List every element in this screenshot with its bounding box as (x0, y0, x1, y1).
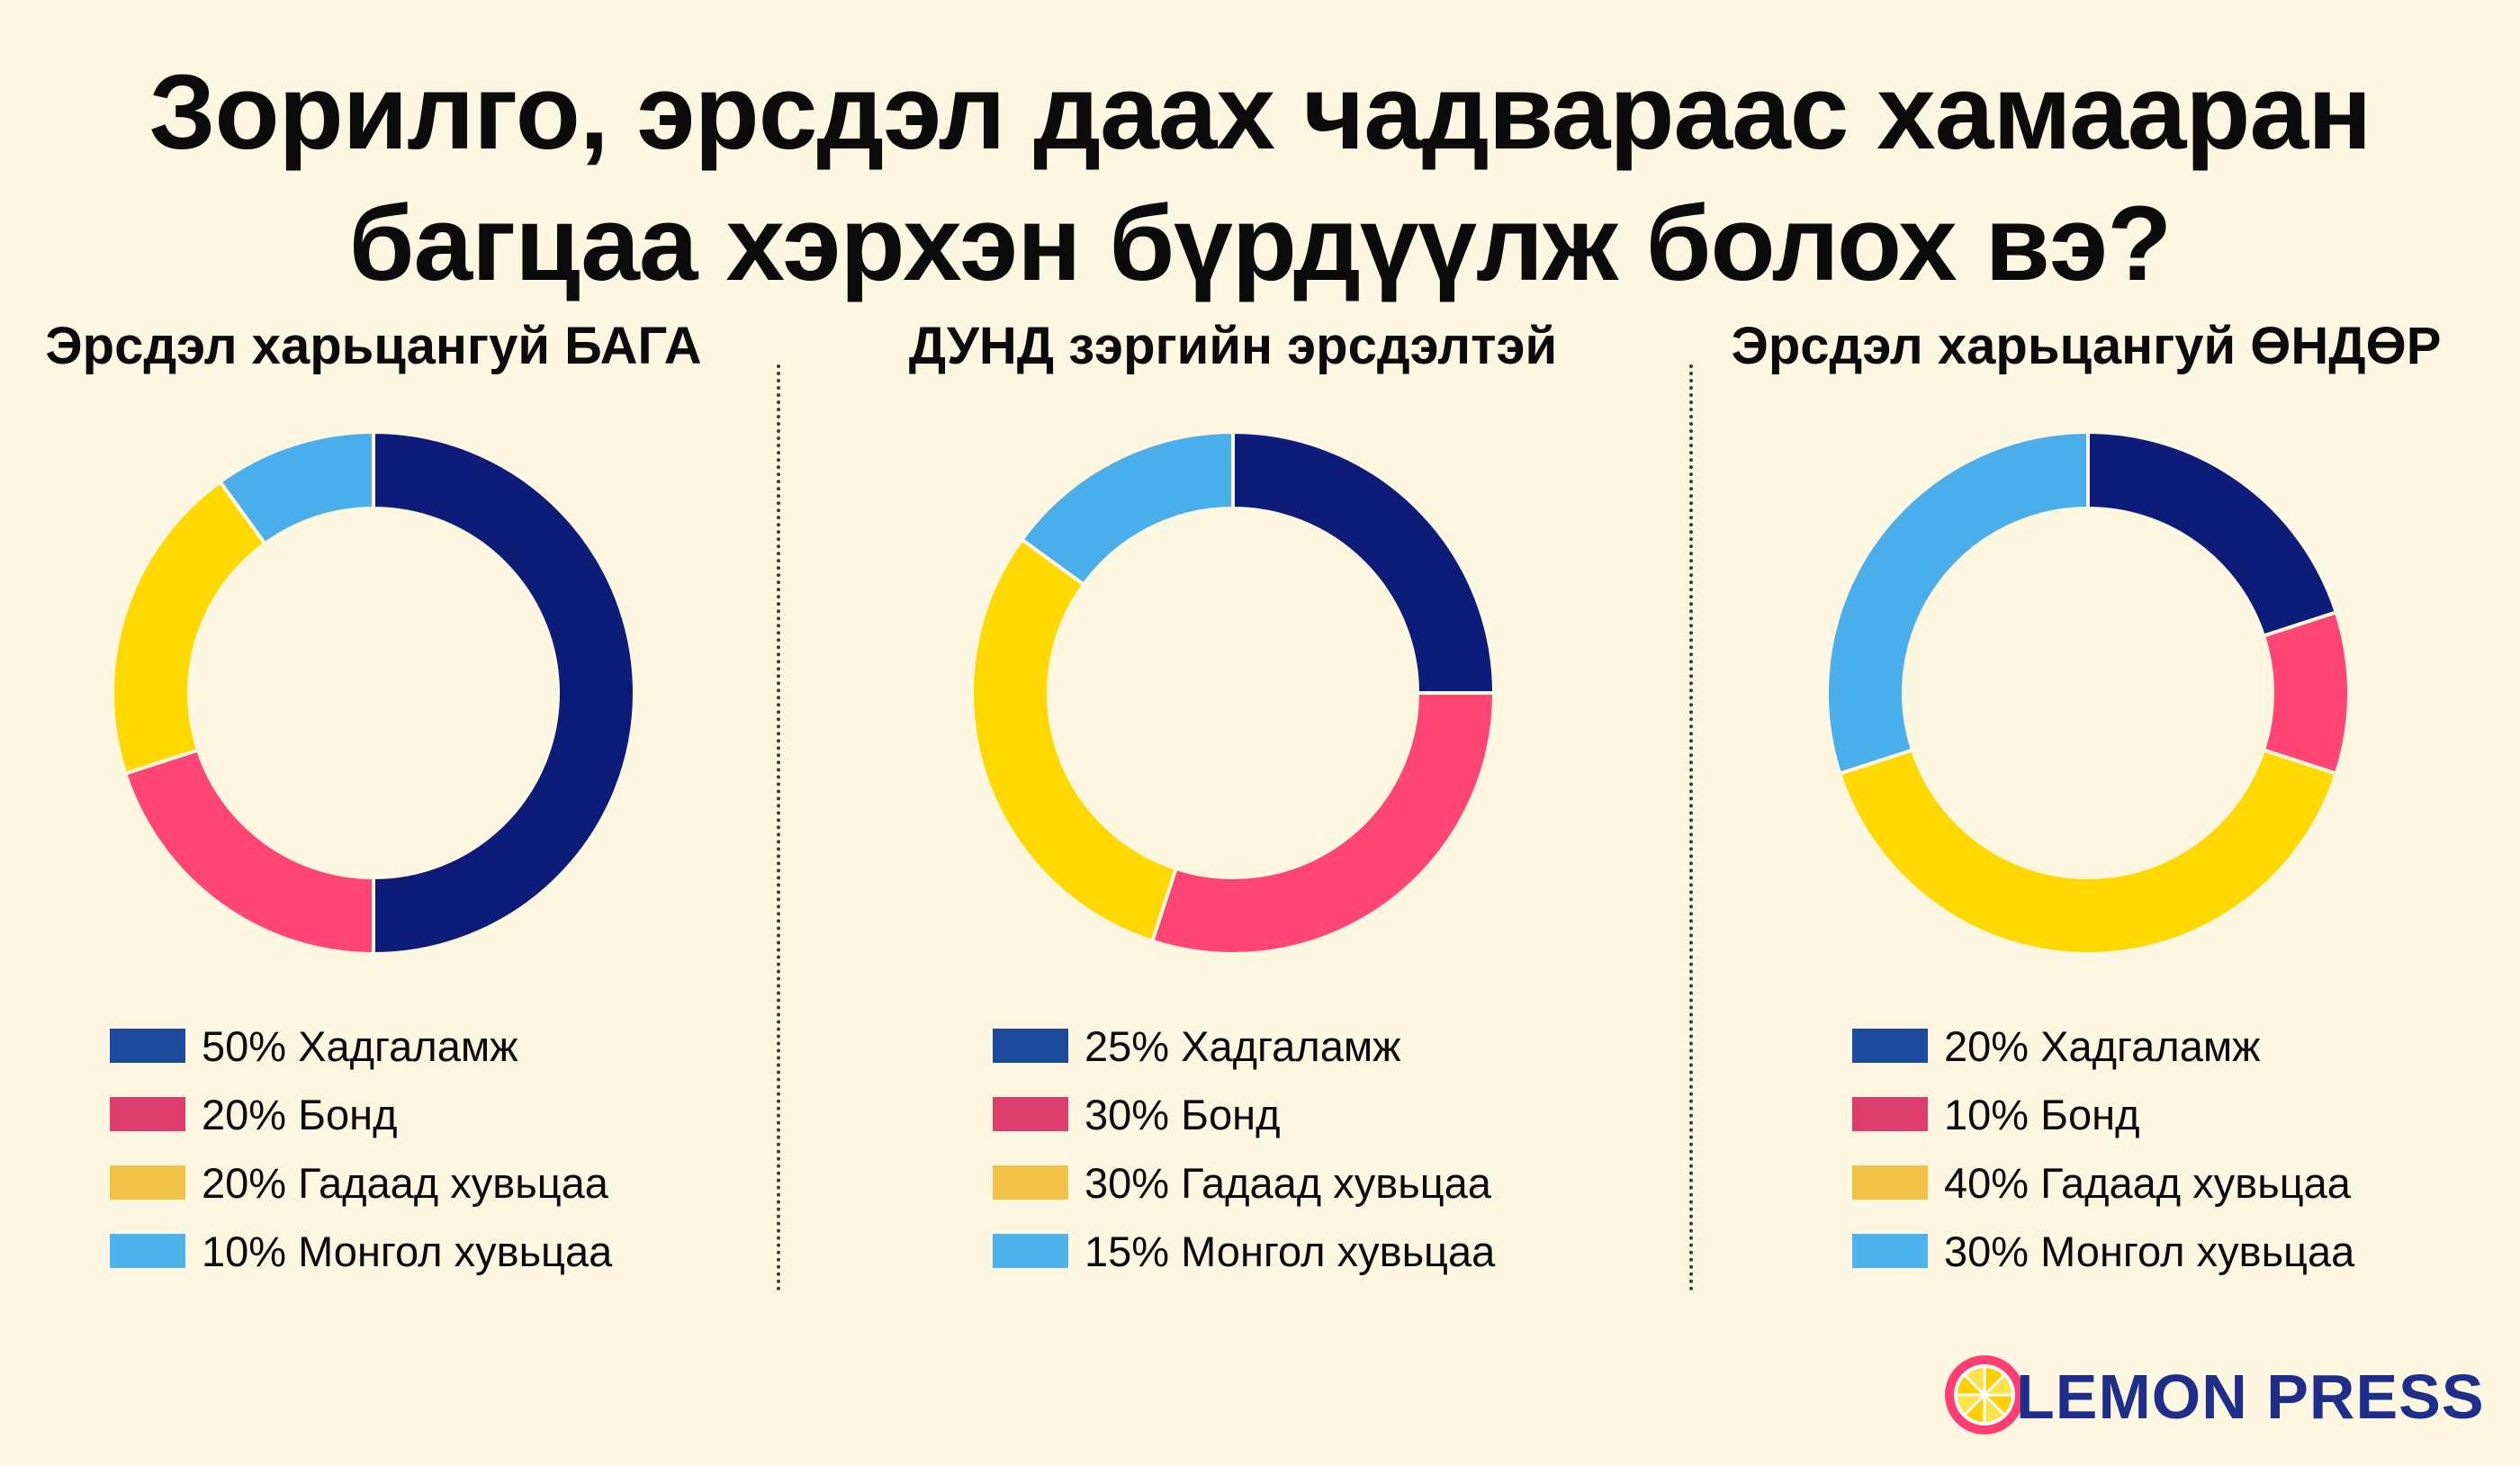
donut-slice-bond (122, 747, 375, 957)
donut-chart (970, 429, 1497, 956)
legend-swatch-savings (1852, 1029, 1928, 1063)
legend-swatch-bond (993, 1097, 1068, 1131)
donut-slice-savings (372, 429, 636, 957)
legend-swatch-mongol-currency (1852, 1234, 1928, 1268)
legend-swatch-bond (1852, 1097, 1928, 1131)
donut-slice-savings (2086, 429, 2339, 639)
legend-label: 30% Бонд (1084, 1091, 1281, 1138)
chart-panel-medium-risk: ДУНД зэргийн эрсдэлтэй 25% Хадгаламж 30%… (801, 310, 1665, 1300)
legend-label: 30% Монгол хувьцаа (1944, 1228, 2355, 1275)
legend-swatch-savings (993, 1029, 1068, 1063)
donut-slice-foreign-currency (970, 536, 1179, 944)
legend-swatch-bond (110, 1097, 185, 1131)
donut-chart (1825, 429, 2351, 956)
donut-slice-bond (1149, 691, 1497, 956)
legend-swatch-foreign-currency (993, 1165, 1068, 1200)
legend-swatch-savings (110, 1029, 185, 1063)
legend-label: 20% Гадаад хувьцаа (202, 1159, 608, 1207)
legend-label: 15% Монгол хувьцаа (1084, 1228, 1496, 1275)
chart-title: Эрсдэл харьцангуй БАГА (45, 317, 702, 375)
donut-slice-mongol-currency (1825, 429, 2090, 777)
legend-swatch-mongol-currency (993, 1234, 1068, 1268)
legend-swatch-mongol-currency (110, 1234, 185, 1268)
chart-title: ДУНД зэргийн эрсдэлтэй (908, 317, 1558, 375)
chart-title: Эрсдэл харьцангуй ӨНДӨР (1731, 317, 2442, 375)
legend-label: 30% Гадаад хувьцаа (1084, 1159, 1491, 1207)
title-line-1: Зорилго, эрсдэл даах чадвараас хамааран (148, 53, 2372, 172)
donut-slice-savings (1231, 429, 1497, 695)
legend-swatch-foreign-currency (1852, 1165, 1928, 1200)
chart-panel-low-risk: Эрсдэл харьцангуй БАГА 50% Хадгаламж 20%… (0, 310, 806, 1300)
column-divider-right (1689, 364, 1693, 1291)
donut-slice-foreign-currency (111, 479, 268, 777)
legend-label: 20% Бонд (202, 1091, 398, 1138)
donut-slice-bond (2261, 609, 2351, 777)
chart-panel-high-risk: Эрсдэл харьцангуй ӨНДӨР 20% Хадгаламж 10… (1654, 310, 2518, 1300)
donut-slice-mongol-currency (217, 429, 375, 546)
donut-slice-foreign-currency (1837, 747, 2339, 956)
donut-chart (111, 429, 636, 957)
logo-text: LEMON PRESS (2016, 1362, 2485, 1432)
donut-slice-mongol-currency (1019, 429, 1235, 588)
legend-swatch-foreign-currency (110, 1165, 185, 1200)
legend-label: 20% Хадгаламж (1944, 1022, 2261, 1070)
page-title: Зорилго, эрсдэл даах чадвараас хамааран … (0, 47, 2520, 310)
legend-label: 40% Гадаад хувьцаа (1944, 1159, 2351, 1207)
legend-label: 50% Хадгаламж (202, 1022, 518, 1070)
title-line-2: багцаа хэрхэн бүрдүүлж болох вэ? (348, 184, 2173, 303)
legend-label: 25% Хадгаламж (1084, 1022, 1401, 1070)
lemon-slice-icon (1945, 1355, 2024, 1435)
column-divider-left (777, 364, 780, 1291)
legend-label: 10% Бонд (1944, 1091, 2140, 1138)
legend-label: 10% Монгол хувьцаа (202, 1228, 613, 1275)
